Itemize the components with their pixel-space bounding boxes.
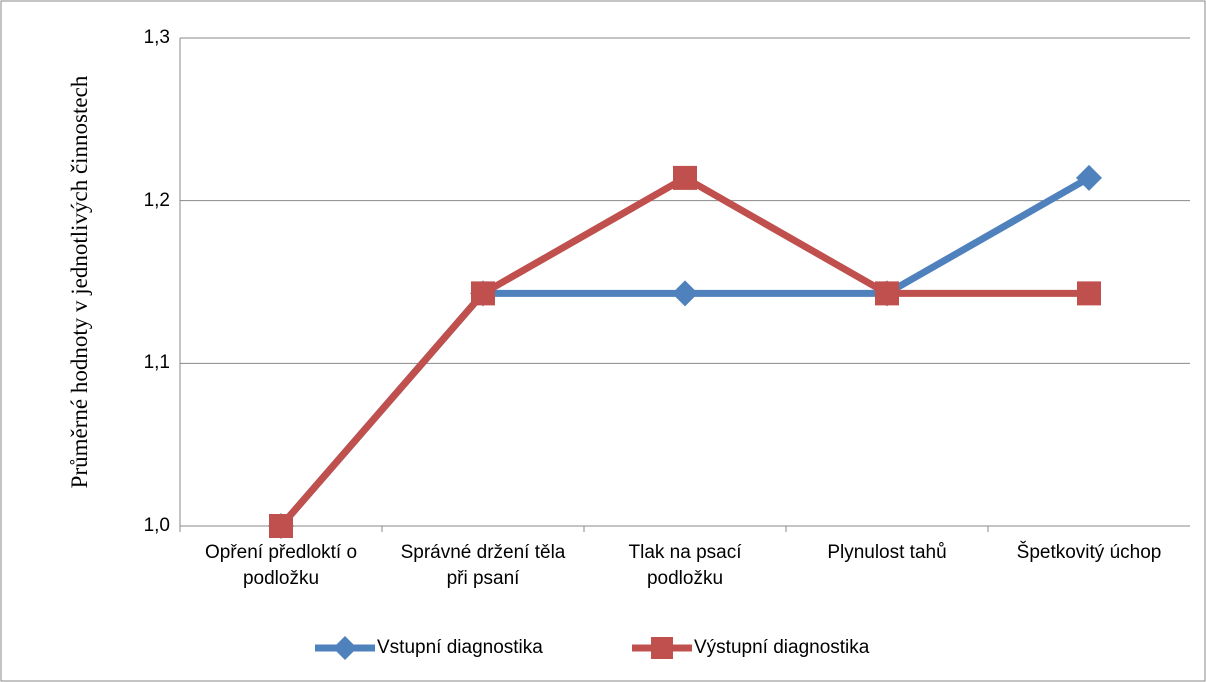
legend-label: Vstupní diagnostika: [377, 637, 543, 658]
y-tick-label: 1,0: [143, 515, 170, 536]
point: [672, 280, 698, 307]
y-tick-label: 1,1: [143, 352, 170, 374]
x-tick-label: Špetkovitý úchop: [1016, 542, 1162, 563]
legend-marker: [651, 637, 673, 659]
x-tick-label: Tlak na psací podložku: [628, 542, 742, 589]
x-tick-label: Správné držení těla při psaní: [400, 542, 566, 589]
legend-label: Výstupní diagnostika: [694, 637, 870, 658]
y-tick-label: 1,2: [143, 189, 170, 211]
point: [875, 281, 899, 306]
x-tick-label: Plynulost tahů: [827, 542, 947, 563]
y-tick-label: 1,3: [143, 27, 170, 48]
y-axis-title: Průměrné hodnoty v jednotlivých činnoste…: [67, 75, 92, 489]
point: [1077, 281, 1101, 306]
point: [673, 165, 697, 190]
point: [269, 514, 293, 538]
point: [471, 281, 495, 306]
x-tick-label: Opření předloktí o podložku: [204, 542, 358, 589]
legend-marker: [333, 636, 357, 660]
point: [1076, 164, 1102, 191]
